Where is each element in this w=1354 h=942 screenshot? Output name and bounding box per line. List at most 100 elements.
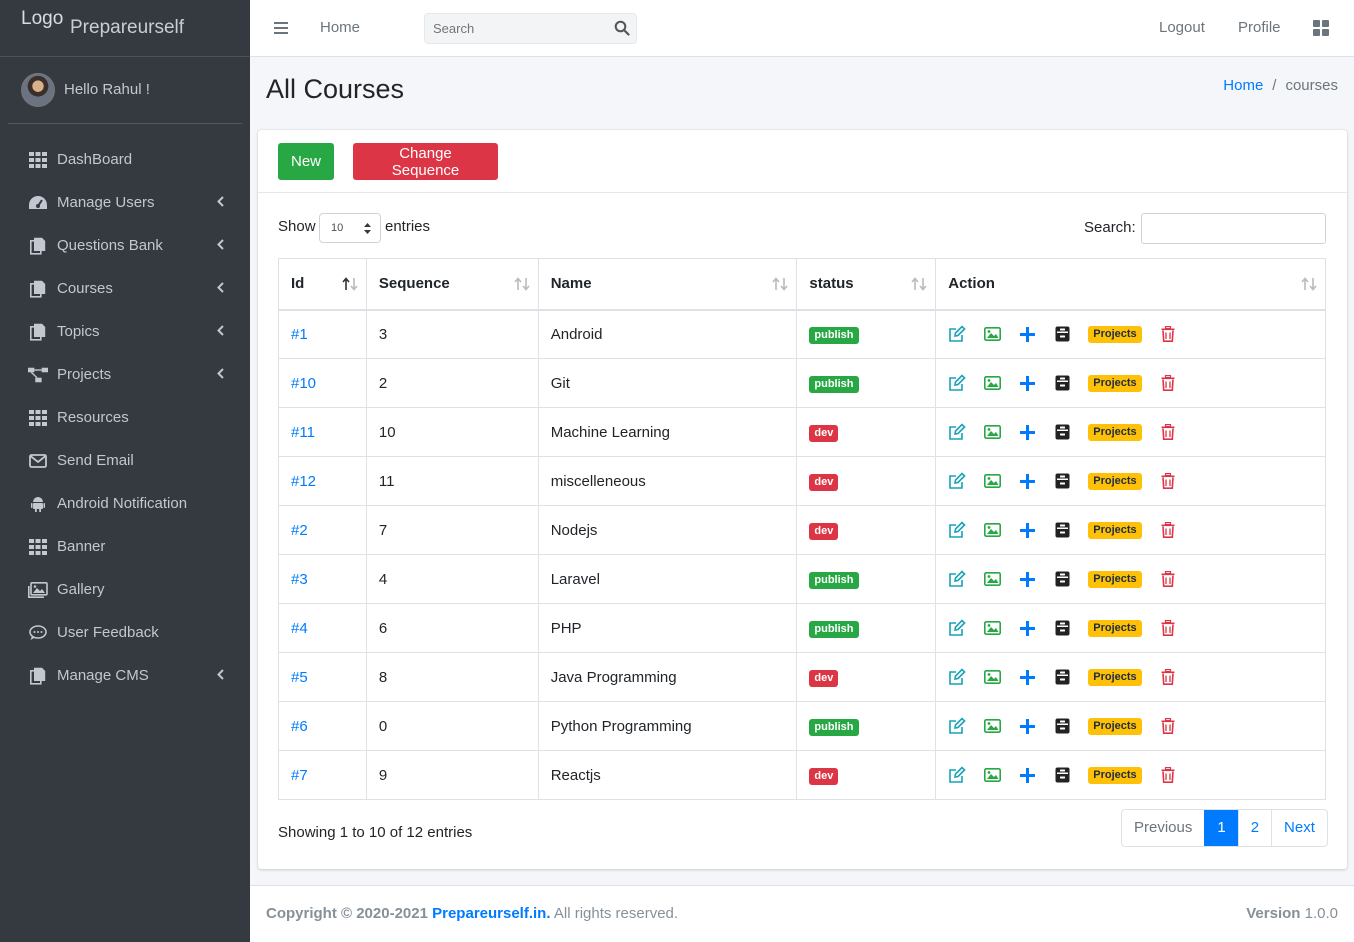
trash-icon[interactable]: [1159, 766, 1177, 784]
sidebar-item-dashboard[interactable]: DashBoard: [0, 138, 250, 181]
course-id-link[interactable]: #4: [291, 619, 308, 637]
trash-icon[interactable]: [1159, 619, 1177, 637]
sort-icon[interactable]: [911, 277, 927, 291]
sidebar-item-send-email[interactable]: Send Email: [0, 439, 250, 482]
change-sequence-button[interactable]: Change Sequence: [353, 143, 498, 180]
table-search-input[interactable]: [1141, 213, 1326, 244]
topbar-search-input[interactable]: [425, 14, 600, 43]
sort-asc-icon[interactable]: [342, 277, 358, 291]
edit-icon[interactable]: [948, 325, 966, 343]
column-header-name[interactable]: Name: [537, 258, 798, 311]
topbar-home-link[interactable]: Home: [320, 19, 361, 36]
edit-icon[interactable]: [948, 423, 966, 441]
column-header-sequence[interactable]: Sequence: [365, 258, 539, 311]
course-id-link[interactable]: #7: [291, 766, 308, 784]
projects-action[interactable]: Projects: [1088, 570, 1142, 588]
projects-action[interactable]: Projects: [1088, 668, 1142, 686]
pagination-next[interactable]: Next: [1271, 810, 1327, 846]
footer-brand-link[interactable]: Prepareurself.in.: [432, 905, 551, 922]
sidebar-item-resources[interactable]: Resources: [0, 396, 250, 439]
trash-icon[interactable]: [1159, 423, 1177, 441]
column-header-action[interactable]: Action: [935, 258, 1326, 311]
image-icon[interactable]: [983, 472, 1001, 490]
archive-icon[interactable]: [1053, 521, 1071, 539]
trash-icon[interactable]: [1159, 374, 1177, 392]
edit-icon[interactable]: [948, 668, 966, 686]
sidebar-item-manage-cms[interactable]: Manage CMS: [0, 654, 250, 697]
archive-icon[interactable]: [1053, 668, 1071, 686]
plus-icon[interactable]: [1018, 619, 1036, 637]
edit-icon[interactable]: [948, 374, 966, 392]
archive-icon[interactable]: [1053, 423, 1071, 441]
user-greeting[interactable]: Hello Rahul !: [64, 81, 150, 98]
course-id-link[interactable]: #1: [291, 325, 308, 343]
plus-icon[interactable]: [1018, 423, 1036, 441]
edit-icon[interactable]: [948, 521, 966, 539]
sidebar-item-android-notification[interactable]: Android Notification: [0, 482, 250, 525]
edit-icon[interactable]: [948, 717, 966, 735]
plus-icon[interactable]: [1018, 766, 1036, 784]
edit-icon[interactable]: [948, 766, 966, 784]
course-id-link[interactable]: #11: [291, 423, 315, 441]
archive-icon[interactable]: [1053, 472, 1071, 490]
projects-action[interactable]: Projects: [1088, 717, 1142, 735]
projects-action[interactable]: Projects: [1088, 472, 1142, 490]
column-header-status[interactable]: status: [796, 258, 937, 311]
new-button[interactable]: New: [278, 143, 334, 180]
plus-icon[interactable]: [1018, 325, 1036, 343]
image-icon[interactable]: [983, 423, 1001, 441]
archive-icon[interactable]: [1053, 619, 1071, 637]
sidebar-item-topics[interactable]: Topics: [0, 310, 250, 353]
sidebar-item-banner[interactable]: Banner: [0, 525, 250, 568]
course-id-link[interactable]: #3: [291, 570, 308, 588]
sidebar-item-projects[interactable]: Projects: [0, 353, 250, 396]
sidebar-item-user-feedback[interactable]: User Feedback: [0, 611, 250, 654]
brand-link[interactable]: Logo Prepareurself: [0, 0, 250, 57]
archive-icon[interactable]: [1053, 325, 1071, 343]
search-icon[interactable]: [614, 20, 630, 36]
projects-action[interactable]: Projects: [1088, 423, 1142, 441]
edit-icon[interactable]: [948, 472, 966, 490]
trash-icon[interactable]: [1159, 472, 1177, 490]
edit-icon[interactable]: [948, 570, 966, 588]
sort-icon[interactable]: [1301, 277, 1317, 291]
image-icon[interactable]: [983, 668, 1001, 686]
avatar[interactable]: [21, 73, 55, 107]
projects-action[interactable]: Projects: [1088, 766, 1142, 784]
entries-length-select[interactable]: 10: [319, 213, 381, 243]
sort-icon[interactable]: [514, 277, 530, 291]
pagination-page-1[interactable]: 1: [1204, 810, 1238, 846]
image-icon[interactable]: [983, 766, 1001, 784]
projects-action[interactable]: Projects: [1088, 521, 1142, 539]
plus-icon[interactable]: [1018, 374, 1036, 392]
breadcrumb-home[interactable]: Home: [1223, 77, 1264, 94]
column-header-id[interactable]: Id: [278, 258, 367, 311]
archive-icon[interactable]: [1053, 766, 1071, 784]
course-id-link[interactable]: #5: [291, 668, 308, 686]
image-icon[interactable]: [983, 325, 1001, 343]
course-id-link[interactable]: #10: [291, 374, 317, 392]
sidebar-item-courses[interactable]: Courses: [0, 267, 250, 310]
image-icon[interactable]: [983, 521, 1001, 539]
archive-icon[interactable]: [1053, 570, 1071, 588]
edit-icon[interactable]: [948, 619, 966, 637]
plus-icon[interactable]: [1018, 668, 1036, 686]
course-id-link[interactable]: #6: [291, 717, 308, 735]
course-id-link[interactable]: #12: [291, 472, 317, 490]
sidebar-item-gallery[interactable]: Gallery: [0, 568, 250, 611]
plus-icon[interactable]: [1018, 521, 1036, 539]
plus-icon[interactable]: [1018, 472, 1036, 490]
th-large-icon[interactable]: [1313, 20, 1329, 36]
sidebar-item-questions-bank[interactable]: Questions Bank: [0, 224, 250, 267]
hamburger-menu-icon[interactable]: [274, 21, 288, 35]
image-icon[interactable]: [983, 374, 1001, 392]
pagination-previous[interactable]: Previous: [1134, 819, 1193, 836]
projects-action[interactable]: Projects: [1088, 619, 1142, 637]
sort-icon[interactable]: [772, 277, 788, 291]
image-icon[interactable]: [983, 619, 1001, 637]
projects-action[interactable]: Projects: [1088, 374, 1142, 392]
image-icon[interactable]: [983, 717, 1001, 735]
trash-icon[interactable]: [1159, 570, 1177, 588]
archive-icon[interactable]: [1053, 374, 1071, 392]
pagination-page-2[interactable]: 2: [1237, 810, 1271, 846]
